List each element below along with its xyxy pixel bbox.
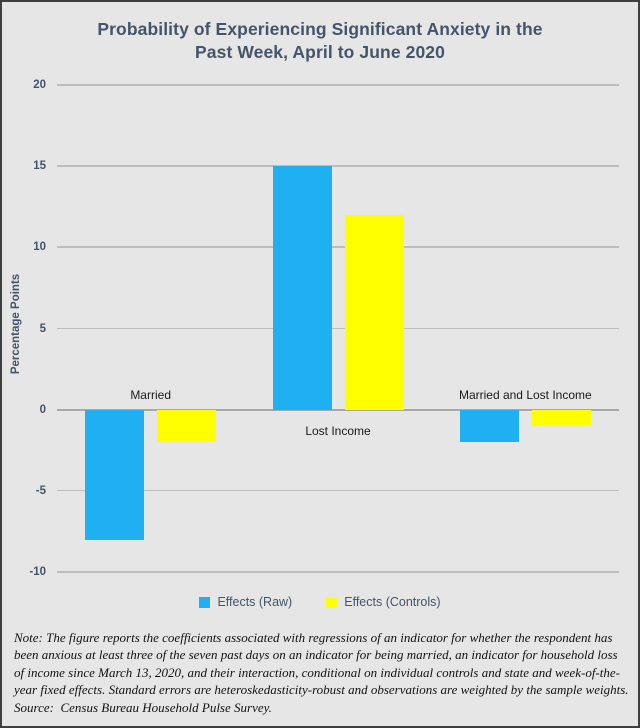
chart-title-line-2: Past Week, April to June 2020 xyxy=(195,42,445,62)
bar-effects-controls--married-and-lost-income xyxy=(531,409,591,426)
category-label-married-and-lost-income: Married and Lost Income xyxy=(458,387,592,402)
y-tick-20: 20 xyxy=(33,79,46,91)
y-tick--5: -5 xyxy=(35,484,46,497)
gridline-15 xyxy=(57,165,619,167)
bar-effects-controls--lost-income xyxy=(344,214,404,410)
y-tick-15: 15 xyxy=(33,160,46,173)
legend-item-controls: Effects (Controls) xyxy=(326,595,441,609)
chart-legend: Effects (Raw) Effects (Controls) xyxy=(2,595,638,609)
note-text: Note: The figure reports the coefficient… xyxy=(14,630,629,698)
gridline--10 xyxy=(57,571,619,573)
bar-effects-controls--married xyxy=(157,409,217,443)
category-label-married: Married xyxy=(130,387,171,402)
bar-effects-raw--married xyxy=(85,409,145,540)
gridline-10 xyxy=(57,246,619,248)
zero-axis-line xyxy=(57,408,619,411)
y-tick-0: 0 xyxy=(39,403,46,416)
legend-item-raw: Effects (Raw) xyxy=(199,595,292,609)
gridline--5 xyxy=(57,489,619,492)
figure-note: Note: The figure reports the coefficient… xyxy=(14,629,630,716)
legend-swatch-controls xyxy=(326,596,338,608)
legend-label-controls: Effects (Controls) xyxy=(344,595,441,609)
bar-effects-raw--married-and-lost-income xyxy=(459,409,519,443)
gridline-5 xyxy=(57,327,619,329)
legend-swatch-raw xyxy=(199,596,211,608)
y-tick-10: 10 xyxy=(33,241,46,254)
category-label-lost-income: Lost Income xyxy=(305,423,371,438)
bar-effects-raw--lost-income xyxy=(272,166,332,410)
y-tick--10: -10 xyxy=(29,566,46,578)
source-text: Source: Census Bureau Household Pulse Su… xyxy=(14,699,272,715)
legend-label-raw: Effects (Raw) xyxy=(217,595,293,609)
y-tick-5: 5 xyxy=(39,322,46,335)
gridline-20 xyxy=(57,84,619,86)
chart-title-line-1: Probability of Experiencing Significant … xyxy=(97,19,543,39)
chart-title: Probability of Experiencing Significant … xyxy=(2,18,638,64)
